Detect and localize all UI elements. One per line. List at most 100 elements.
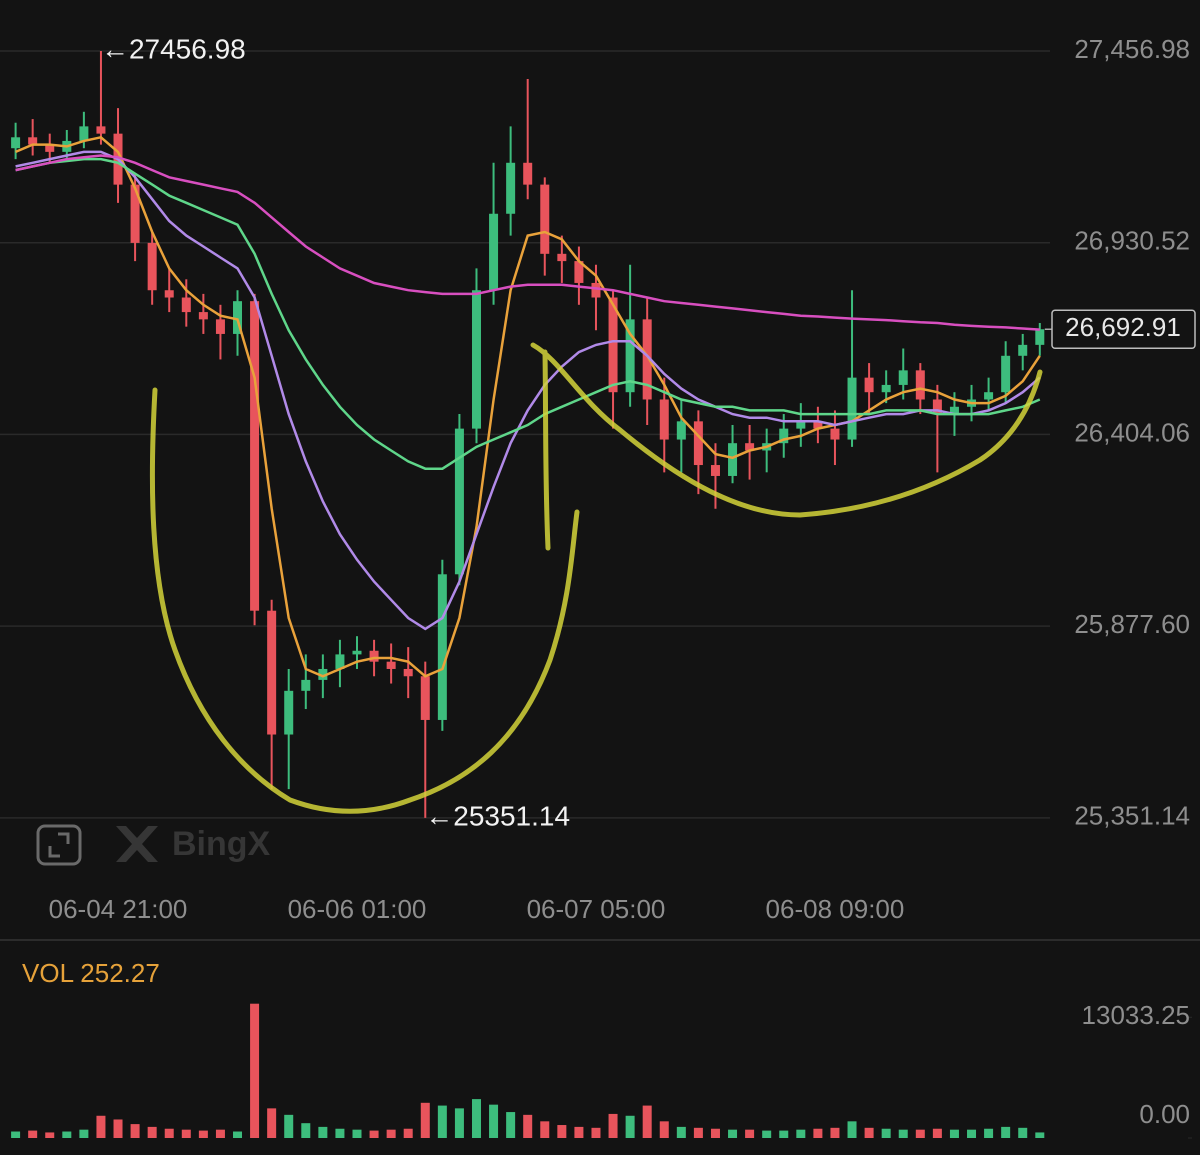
moving-average-line (15, 135, 1041, 678)
candle-body (745, 443, 755, 451)
candle-body (676, 421, 686, 440)
candle-body (233, 301, 243, 334)
volume-bar (267, 1108, 277, 1138)
y-tick-label: 25,877.60 (1074, 609, 1190, 639)
volume-bar (864, 1127, 874, 1138)
expand-icon-arrows (48, 832, 70, 858)
candle-body (147, 242, 157, 291)
volume-bar (847, 1121, 857, 1138)
candle-body (625, 319, 635, 393)
candle-body (847, 377, 857, 440)
candle-body (284, 690, 294, 735)
volume-bar (932, 1128, 942, 1138)
candle-body (540, 184, 550, 254)
last-price-label: 26,692.91 (1065, 312, 1181, 342)
volume-bar (1018, 1127, 1028, 1138)
candle-body (130, 184, 140, 243)
volume-bar (813, 1128, 823, 1138)
candle-body (1001, 355, 1011, 393)
volume-bar (523, 1114, 533, 1138)
volume-bar (608, 1113, 618, 1138)
volume-bar (762, 1130, 772, 1138)
candle-body (659, 399, 669, 440)
extreme-label: ←25351.14 (425, 800, 570, 831)
volume-bar (471, 1099, 481, 1138)
y-tick-label: 26,404.06 (1074, 417, 1190, 447)
candle-body (215, 319, 225, 334)
volume-bar (301, 1123, 311, 1138)
volume-bar (915, 1129, 925, 1138)
extreme-label: ←27456.98 (101, 33, 246, 64)
candle-body (557, 253, 567, 262)
candle-body (693, 421, 703, 466)
y-tick-label: 26,930.52 (1074, 226, 1190, 256)
candle-body (506, 162, 516, 214)
volume-bar (540, 1121, 550, 1138)
candle-body (454, 428, 464, 575)
volume-bar (557, 1125, 567, 1138)
volume-bar (693, 1127, 703, 1138)
last-price-box (1051, 309, 1196, 349)
candle-body (28, 137, 38, 145)
candle-body (369, 650, 379, 662)
candle-body (352, 650, 362, 655)
y-tick-label: 0.00 (1139, 1099, 1190, 1129)
candle-body (301, 679, 311, 691)
volume-bar (164, 1128, 174, 1138)
candle-body (198, 312, 208, 320)
volume-bar (574, 1126, 584, 1138)
volume-bar (62, 1131, 72, 1138)
watermark-text: BingX (172, 825, 271, 863)
volume-bar (659, 1121, 669, 1138)
candle-body (864, 377, 874, 393)
volume-bar (420, 1102, 430, 1138)
volume-bar (1001, 1126, 1011, 1138)
hand-drawn-handle (530, 342, 1043, 518)
volume-bar (79, 1129, 89, 1138)
volume-bar (198, 1130, 208, 1138)
candle-body (728, 443, 738, 476)
watermark: BingX (36, 824, 271, 866)
expand-icon[interactable] (36, 824, 82, 866)
candle-body (45, 144, 55, 152)
volume-bar (984, 1128, 994, 1138)
candle-body (335, 654, 345, 669)
candle-body (250, 301, 260, 611)
candle-body (591, 282, 601, 298)
candle-body (710, 465, 720, 476)
x-tick-label: 06-04 21:00 (49, 894, 188, 924)
volume-bar (113, 1119, 123, 1138)
volume-title: VOL 252.27 (22, 958, 160, 988)
x-tick-label: 06-08 09:00 (766, 894, 905, 924)
logo-mark (116, 826, 158, 862)
candle-body (386, 661, 396, 669)
volume-bar (403, 1128, 413, 1138)
volume-bar (352, 1129, 362, 1138)
volume-bar (335, 1128, 345, 1138)
volume-bar (830, 1127, 840, 1138)
annotation-strokes (149, 342, 1043, 814)
candle-body (984, 392, 994, 400)
volume-bar (949, 1129, 959, 1138)
y-tick-label: 27,456.98 (1074, 34, 1190, 64)
plot: 27,456.98 26,930.52 26,404.06 25,877.60 25,3… (0, 33, 1196, 1139)
hand-drawn-cup (149, 387, 580, 814)
candle-body (79, 126, 89, 141)
candle-body (608, 297, 618, 393)
candle-body (523, 162, 533, 185)
candle-body (471, 290, 481, 429)
candle-body (830, 428, 840, 440)
volume-bar (45, 1132, 55, 1138)
volume-bar (898, 1129, 908, 1138)
volume-bar (625, 1115, 635, 1138)
candle-body (813, 421, 823, 429)
volume-bar (181, 1129, 191, 1138)
volume-bar (454, 1108, 464, 1138)
candle-body (574, 261, 584, 283)
volume-bar (506, 1112, 516, 1138)
candle-body (932, 399, 942, 415)
volume-bar (233, 1131, 243, 1138)
